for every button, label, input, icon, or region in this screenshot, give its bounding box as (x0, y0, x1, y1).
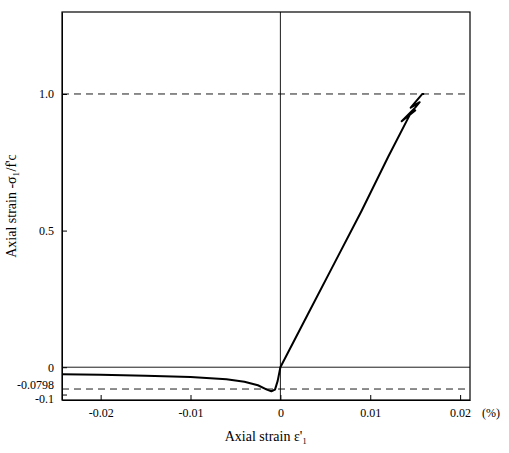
reference-line (280, 12, 281, 400)
x-tick-mark (370, 395, 371, 400)
x-tick-mark (101, 395, 102, 400)
y-axis-title: Axial strain -σ₁/f'c (4, 154, 19, 258)
x-tick: 0.02 (450, 395, 471, 420)
y-tick: 0 (48, 361, 67, 375)
x-tick: -0.01 (179, 395, 204, 420)
reference-label: -0.0798 (17, 378, 54, 392)
x-tick-label: -0.02 (89, 406, 114, 420)
y-tick-mark (62, 367, 67, 368)
x-tick-mark (280, 395, 281, 400)
plot-area (62, 12, 470, 400)
x-tick: 0.01 (360, 395, 381, 420)
x-tick-label: 0 (278, 406, 284, 420)
y-tick-mark (62, 94, 67, 95)
reference-line (62, 367, 470, 368)
y-tick: 1.0 (39, 87, 67, 101)
reference-line (62, 93, 470, 94)
y-tick-label: 0 (48, 361, 54, 375)
x-tick-mark (191, 395, 192, 400)
y-tick-mark (62, 231, 67, 232)
x-axis-title: Axial strain ε'₁ (225, 429, 308, 444)
x-axis-line (63, 400, 471, 401)
y-tick: 0.5 (39, 224, 67, 238)
x-tick-label: 0.01 (360, 406, 381, 420)
curve (62, 94, 424, 391)
y-axis: -0.1 0 0.5 1.0 (35, 13, 67, 406)
y-tick-label: 0.5 (39, 224, 54, 238)
x-tick-mark (460, 395, 461, 400)
y-tick: -0.1 (35, 392, 67, 406)
x-axis: -0.02 -0.01 0 0.01 0.02 (63, 395, 472, 420)
y-axis-line (62, 13, 63, 401)
y-tick-label: -0.1 (35, 392, 54, 406)
x-tick-label: 0.02 (450, 406, 471, 420)
x-tick-label: -0.01 (179, 406, 204, 420)
x-unit: (%) (482, 406, 500, 420)
chart: -0.02 -0.01 0 0.01 0.02 -0.1 0 0.5 1.0 -0.0798 (%)… (0, 0, 509, 453)
plot-frame (62, 12, 470, 400)
x-tick: 0 (278, 395, 284, 420)
y-tick-label: 1.0 (39, 87, 54, 101)
y-tick-mark (62, 395, 67, 396)
x-tick: -0.02 (89, 395, 114, 420)
